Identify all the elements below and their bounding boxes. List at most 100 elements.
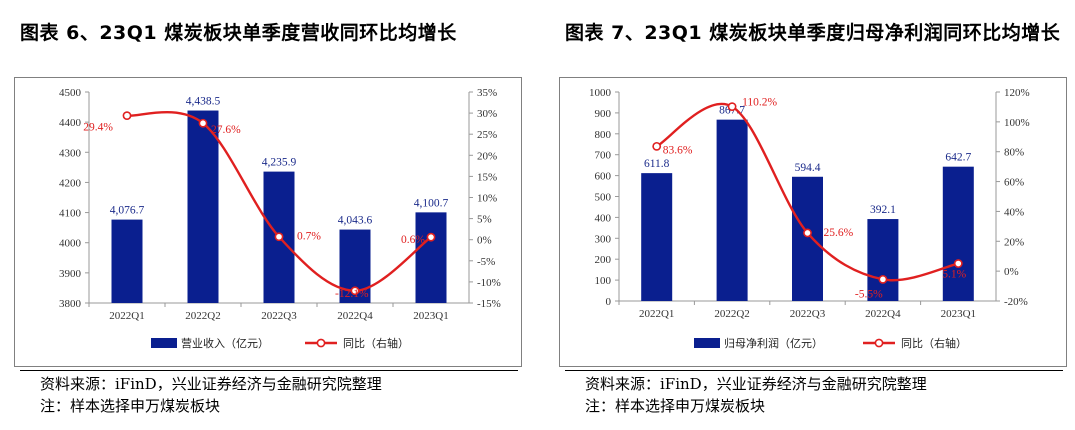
sample-note: 注：样本选择申万煤炭板块 <box>585 397 766 415</box>
legend-swatch-marker <box>874 338 884 348</box>
y-tick-label: 300 <box>595 233 612 245</box>
bar-data-label: 4,235.9 <box>262 157 297 169</box>
yoy-point <box>426 232 436 242</box>
bar <box>415 212 447 303</box>
y2-tick-label: 20% <box>477 150 497 162</box>
y2-tick-label: 20% <box>1004 236 1024 248</box>
y-tick-label: 3900 <box>59 268 82 280</box>
source-note: 资料来源：iFinD，兴业证券经济与金融研究院整理 <box>40 375 382 393</box>
line-data-label: 25.6% <box>824 227 854 239</box>
y-tick-label: 3800 <box>59 298 82 310</box>
y2-tick-label: -20% <box>1004 296 1028 308</box>
chart-frame <box>559 77 1067 367</box>
y2-tick-label: 120% <box>1004 87 1030 99</box>
chart-panel-net-profit: 图表 7、23Q1 煤炭板块单季度归母净利润同环比均增长 0 100 200 300 4… <box>545 0 1075 430</box>
bar <box>641 173 673 301</box>
y-tick-label: 800 <box>595 129 612 141</box>
y-tick-label: 200 <box>595 254 612 266</box>
bar <box>111 219 143 303</box>
y-tick-label: 400 <box>595 212 612 224</box>
y2-tick-label: 30% <box>477 108 497 120</box>
yoy-point <box>803 228 812 238</box>
y-tick-label: 4300 <box>59 147 82 159</box>
divider-line <box>565 370 1063 371</box>
y2-tick-label: -5% <box>477 256 495 268</box>
legend-label-line: 同比（右轴） <box>343 336 409 350</box>
y2-tick-label: 0% <box>477 235 492 247</box>
y2-tick-label: 25% <box>477 129 497 141</box>
sample-note: 注：样本选择申万煤炭板块 <box>40 397 221 415</box>
yoy-point <box>652 141 662 151</box>
bar <box>716 119 748 301</box>
chart-title: 图表 7、23Q1 煤炭板块单季度归母净利润同环比均增长 <box>565 22 1061 44</box>
bar-data-label: 594.4 <box>795 162 821 174</box>
x-tick-label: 2022Q3 <box>790 308 826 320</box>
bar <box>187 110 219 303</box>
y-tick-label: 900 <box>595 108 612 120</box>
y2-tick-label: 0% <box>1004 266 1019 278</box>
chart-frame <box>14 77 522 367</box>
y-tick-label: 1000 <box>589 87 612 99</box>
bar <box>792 176 823 301</box>
legend-label-bar: 归母净利润（亿元） <box>724 336 823 350</box>
bar-data-label: 4,438.5 <box>186 96 221 108</box>
y2-tick-label: -15% <box>477 298 501 310</box>
x-tick-label: 2022Q4 <box>337 310 373 322</box>
y-tick-label: 4200 <box>59 177 82 189</box>
bar <box>942 166 974 301</box>
yoy-point <box>953 259 963 268</box>
divider-line <box>20 370 518 371</box>
y-tick-label: 4100 <box>59 208 82 220</box>
line-data-label: 27.6% <box>211 124 241 136</box>
y2-tick-label: 5% <box>477 214 492 226</box>
x-tick-label: 2022Q1 <box>639 308 674 320</box>
source-note: 资料来源：iFinD，兴业证券经济与金融研究院整理 <box>585 375 927 393</box>
bar-data-label: 611.8 <box>644 158 670 170</box>
line-data-label: 0.6% <box>401 234 425 246</box>
y-tick-label: 600 <box>595 171 612 183</box>
line-data-label: -12.1% <box>335 288 369 300</box>
line-data-label: 0.7% <box>297 231 321 243</box>
line-data-label: 110.2% <box>742 97 777 109</box>
x-tick-label: 2023Q1 <box>413 310 448 322</box>
y2-tick-label: 40% <box>1004 206 1024 218</box>
line-data-label: 83.6% <box>663 144 693 156</box>
legend-swatch-bar <box>694 338 720 348</box>
bar-data-label: 392.1 <box>870 204 896 216</box>
bar-data-label: 4,100.7 <box>414 197 449 209</box>
yoy-line <box>656 102 959 282</box>
y-tick-label: 700 <box>595 150 612 162</box>
legend-swatch-bar <box>151 338 177 348</box>
bar <box>867 219 899 301</box>
chart-title: 图表 6、23Q1 煤炭板块单季度营收同环比均增长 <box>20 22 457 44</box>
yoy-point <box>198 118 208 128</box>
x-tick-label: 2022Q4 <box>865 308 901 320</box>
legend-swatch-marker <box>316 338 326 348</box>
x-tick-label: 2022Q1 <box>109 310 144 322</box>
yoy-point <box>350 286 360 296</box>
bar-data-label: 4,076.7 <box>110 205 145 217</box>
bar-data-label: 4,043.6 <box>338 215 373 227</box>
yoy-point <box>727 102 737 112</box>
x-tick-label: 2022Q3 <box>261 310 297 322</box>
y-tick-label: 500 <box>595 192 612 204</box>
y-tick-label: 100 <box>595 275 612 287</box>
x-tick-label: 2023Q1 <box>941 308 976 320</box>
y2-tick-label: -10% <box>477 277 501 289</box>
yoy-point <box>878 274 888 284</box>
yoy-point <box>274 232 284 242</box>
y-tick-label: 4500 <box>59 87 82 99</box>
revenue-chart: 3800 3900 4000 4100 4200 4300 4400 4500 -15% -10%… <box>59 87 501 350</box>
y2-tick-label: 15% <box>477 171 497 183</box>
x-tick-label: 2022Q2 <box>714 308 749 320</box>
bar-data-label: 642.7 <box>945 152 971 164</box>
line-data-label: 29.4% <box>83 122 113 134</box>
y2-tick-label: 60% <box>1004 177 1024 189</box>
y-tick-label: 0 <box>606 296 612 308</box>
net-profit-chart: 0 100 200 300 400 500 600 700 800 900 1000 -20% 0% 20… <box>589 87 1030 350</box>
yoy-point <box>122 111 132 121</box>
legend-label-bar: 营业收入（亿元） <box>181 336 269 350</box>
chart-panel-revenue: 图表 6、23Q1 煤炭板块单季度营收同环比均增长 3800 3900 4000 41… <box>0 0 530 430</box>
y-tick-label: 4400 <box>59 117 82 129</box>
y-tick-label: 4000 <box>59 238 82 250</box>
